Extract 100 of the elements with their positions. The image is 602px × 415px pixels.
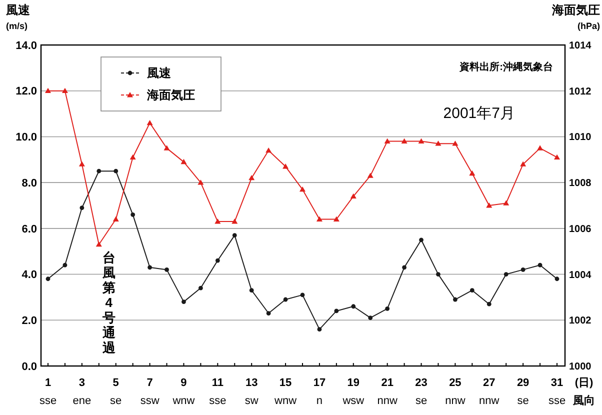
- point: [164, 145, 170, 150]
- annotation: 2001年7月: [443, 105, 515, 122]
- point: [486, 302, 492, 306]
- point: [130, 154, 136, 160]
- point: [232, 218, 238, 224]
- x-axis-title: (日) 風向: [572, 377, 595, 407]
- y-tick-label: 4.0: [22, 269, 37, 282]
- y2-tick-label: 1002: [569, 316, 592, 327]
- x-tick-label: 13 sw: [244, 377, 258, 407]
- x-tick-label: 11 sse: [209, 377, 226, 407]
- y2-tick-label: 1000: [569, 362, 592, 372]
- y2-tick-label: 1004: [569, 270, 592, 281]
- annotation: 台風第4号通過: [101, 250, 116, 355]
- x-tick-label: 19 wsw: [342, 377, 364, 407]
- point: [333, 216, 340, 222]
- point: [503, 200, 510, 206]
- x-tick-label: 17 n: [313, 377, 326, 407]
- point: [385, 306, 390, 311]
- point: [182, 300, 186, 304]
- point: [402, 265, 406, 270]
- point: [232, 233, 237, 238]
- point: [198, 286, 203, 290]
- point: [401, 138, 408, 144]
- point: [112, 216, 119, 222]
- point: [78, 161, 85, 166]
- x-tick-label: 25 nnw: [445, 377, 466, 407]
- point: [249, 288, 254, 293]
- point: [266, 311, 271, 316]
- point: [435, 140, 442, 146]
- x-tick-label: 3 ene: [72, 377, 92, 407]
- point: [164, 268, 169, 272]
- x-tick-label: 9 wnw: [172, 377, 195, 407]
- x-tick-label: 29 se: [516, 377, 530, 407]
- x-tick-label: 15 wnw: [274, 377, 297, 407]
- point: [316, 216, 322, 222]
- point: [486, 202, 492, 208]
- point: [300, 186, 306, 192]
- point: [96, 168, 102, 174]
- point: [317, 327, 322, 332]
- point: [419, 238, 424, 242]
- point: [350, 193, 356, 199]
- point: [334, 308, 339, 314]
- point: [248, 174, 255, 180]
- point: [62, 88, 68, 94]
- point: [452, 140, 458, 146]
- x-tick-label: 23 se: [415, 377, 428, 407]
- point: [148, 265, 152, 270]
- point: [436, 272, 440, 276]
- point: [300, 292, 305, 298]
- point: [282, 164, 289, 169]
- point: [453, 297, 458, 302]
- point: [368, 316, 373, 320]
- y2-axis-title: 海面気圧 (hPa): [551, 3, 600, 31]
- x-tick-label: 1 sse: [39, 377, 57, 407]
- point: [130, 212, 136, 217]
- point: [146, 120, 153, 126]
- point: [384, 138, 390, 144]
- x-tick-label: 5 se: [110, 377, 122, 407]
- point: [198, 180, 204, 185]
- point: [554, 276, 560, 282]
- point: [469, 170, 476, 176]
- x-tick-label: 31 sse: [548, 377, 566, 407]
- y-tick-label: 10.0: [16, 132, 37, 144]
- x-tick-label: 27 nnw: [479, 377, 500, 407]
- legend-label: 海面気圧: [146, 88, 195, 102]
- point: [283, 297, 288, 302]
- point: [554, 154, 560, 160]
- point: [215, 258, 220, 263]
- y-tick-label: 8.0: [22, 177, 37, 190]
- y-axis-title: 風速 (m/s): [5, 3, 31, 31]
- y2-tick-label: 1012: [569, 86, 592, 98]
- point: [520, 161, 526, 166]
- y-tick-label: 2.0: [22, 314, 37, 327]
- legend-label: 風速: [146, 66, 172, 80]
- point: [418, 138, 424, 144]
- point: [114, 168, 118, 174]
- y2-tick-label: 1008: [569, 178, 592, 190]
- annotation: 資料出所:沖縄気象台: [458, 61, 553, 73]
- y-tick-label: 6.0: [22, 223, 37, 236]
- point: [351, 304, 356, 309]
- point: [62, 262, 68, 268]
- y2-tick-label: 1014: [569, 40, 592, 52]
- point: [470, 288, 474, 293]
- point: [537, 145, 544, 150]
- y-tick-label: 12.0: [16, 86, 37, 98]
- point: [180, 158, 187, 164]
- point: [214, 218, 221, 224]
- point: [367, 172, 374, 178]
- y-tick-label: 0.0: [22, 360, 37, 373]
- point: [80, 206, 84, 210]
- x-tick-label: 7 ssw: [140, 377, 160, 407]
- point: [538, 262, 542, 268]
- point: [45, 88, 51, 94]
- x-tick-label: 21 nnw: [377, 377, 398, 407]
- point: [266, 147, 272, 153]
- y-tick-label: 14.0: [16, 40, 37, 52]
- point: [520, 268, 526, 272]
- y2-tick-label: 1006: [569, 224, 592, 235]
- point: [504, 272, 508, 276]
- point: [46, 276, 50, 282]
